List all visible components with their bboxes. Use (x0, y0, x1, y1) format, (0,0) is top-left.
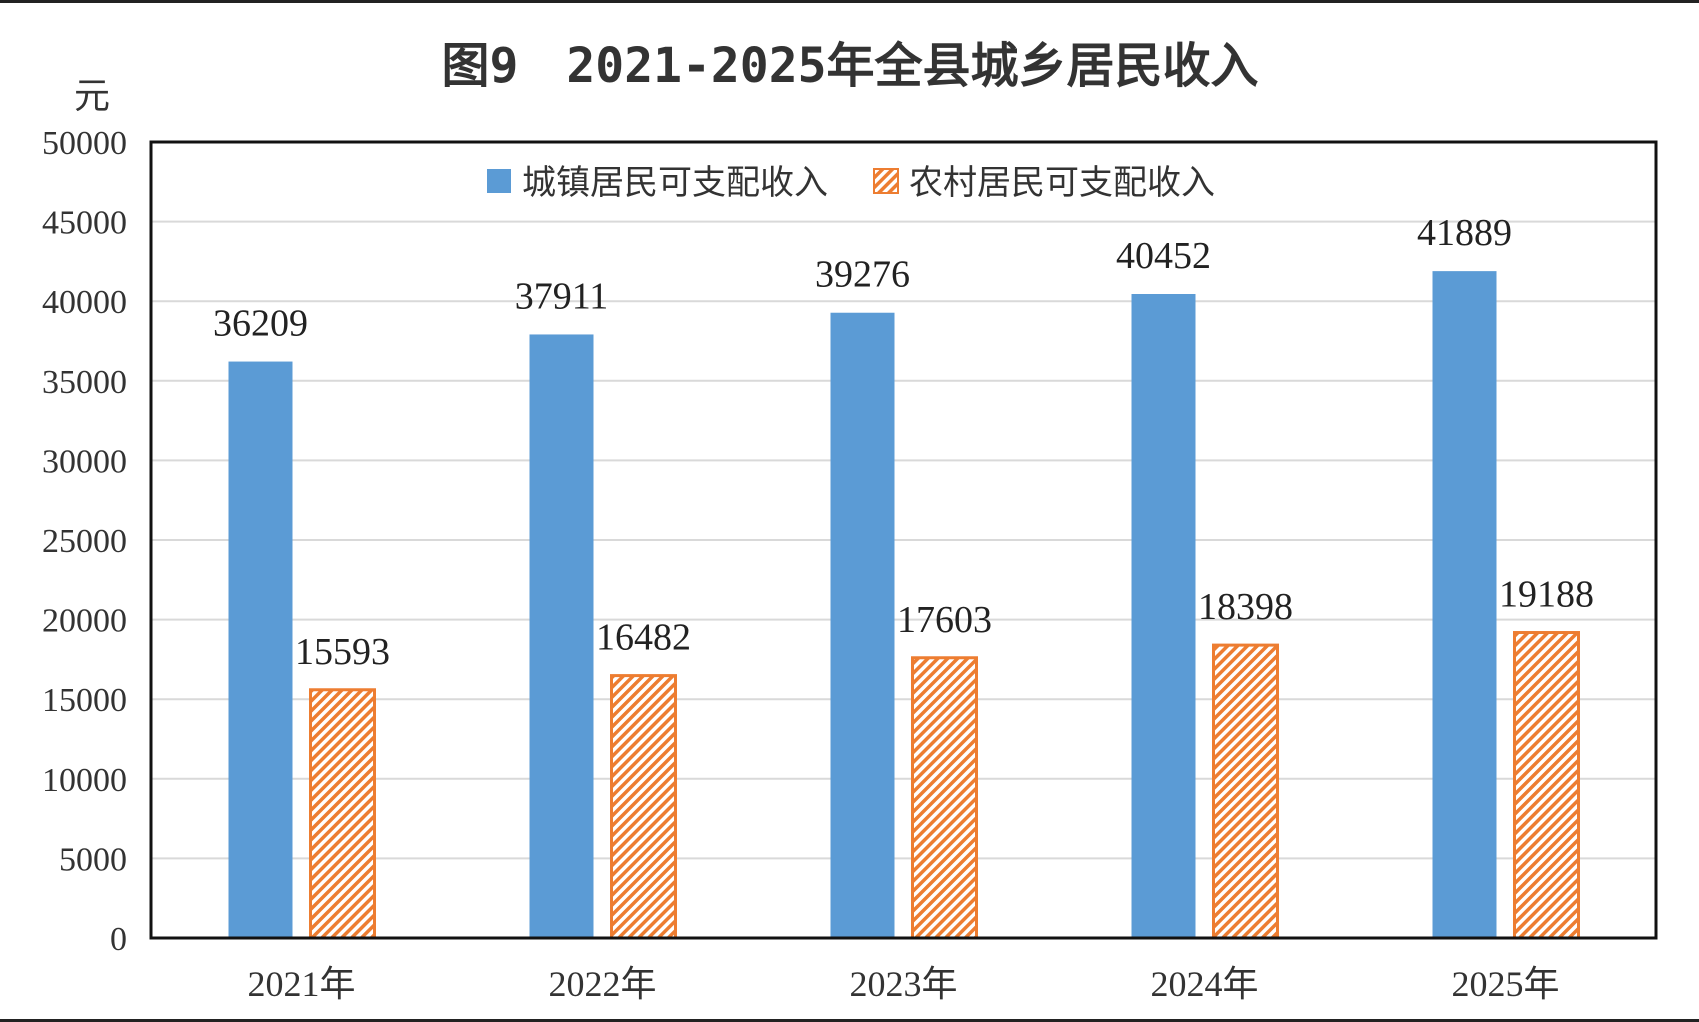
bar-urban-0 (228, 361, 293, 938)
data-label-rural-0: 15593 (295, 631, 390, 673)
x-tick-label: 2021年 (247, 964, 355, 1004)
x-tick-label: 2023年 (849, 964, 957, 1004)
data-label-urban-4: 41889 (1417, 212, 1512, 254)
gridlines (151, 220, 1656, 860)
legend: 城镇居民可支配收入 农村居民可支配收入 (487, 163, 1215, 203)
y-tick-label: 15000 (42, 682, 127, 719)
data-label-rural-3: 18398 (1198, 586, 1293, 628)
data-label-rural-2: 17603 (897, 599, 992, 641)
bar-rural-1 (610, 674, 677, 940)
y-tick-label: 5000 (59, 841, 127, 878)
legend-swatch-rural (873, 168, 899, 194)
y-tick-label: 10000 (42, 762, 127, 799)
y-tick-label: 35000 (42, 364, 127, 401)
y-tick-label: 50000 (42, 125, 127, 162)
y-tick-label: 45000 (42, 205, 127, 242)
bar-rural-3 (1212, 643, 1279, 940)
y-tick-label: 20000 (42, 603, 127, 640)
x-tick-label: 2024年 (1150, 964, 1258, 1004)
data-labels: 36209 15593 37911 16482 39276 17603 40452 18398… (213, 212, 1594, 673)
y-tick-label: 25000 (42, 523, 127, 560)
data-label-rural-1: 16482 (596, 617, 691, 659)
data-label-urban-1: 37911 (515, 275, 609, 317)
x-tick-label: 2025年 (1451, 964, 1559, 1004)
data-label-urban-2: 39276 (815, 254, 910, 296)
x-tick-label: 2022年 (548, 964, 656, 1004)
plot-area-border (149, 140, 1658, 940)
legend-label-rural: 农村居民可支配收入 (909, 163, 1215, 203)
data-label-urban-3: 40452 (1116, 235, 1211, 277)
y-tick-label: 30000 (42, 443, 127, 480)
x-axis-ticks: 2021年 2022年 2023年 2024年 2025年 (247, 964, 1559, 1004)
bar-urban-1 (529, 334, 594, 938)
bar-rural-0 (309, 688, 376, 940)
y-axis-ticks: 0 5000 10000 15000 20000 25000 30000 35000 40000… (42, 125, 127, 958)
bar-urban-3 (1131, 294, 1196, 938)
chart-title: 图9 2021-2025年全县城乡居民收入 (442, 38, 1259, 94)
y-tick-label: 0 (110, 921, 127, 958)
legend-label-urban: 城镇居民可支配收入 (522, 163, 828, 203)
bar-urban-4 (1432, 271, 1497, 939)
y-tick-label: 40000 (42, 284, 127, 321)
data-label-urban-0: 36209 (213, 303, 308, 345)
bars (228, 271, 1580, 940)
bar-rural-2 (911, 656, 978, 940)
legend-swatch-urban (487, 169, 511, 193)
data-label-rural-4: 19188 (1499, 574, 1594, 616)
y-axis-unit-label: 元 (74, 76, 110, 117)
bar-urban-2 (830, 312, 895, 938)
bar-rural-4 (1513, 631, 1580, 940)
